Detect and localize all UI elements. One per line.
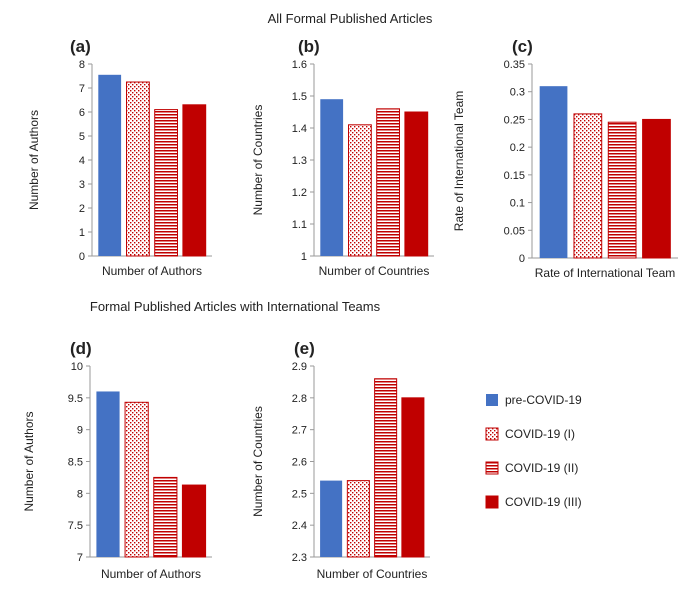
chart-panel-1: (a) 0 1 2 3 4 5 6 7 8 Number of Authors Number of A… [27, 37, 212, 278]
bar-covid-19-ii [607, 121, 637, 259]
legend-item: COVID-19 (II) [485, 461, 578, 475]
y-axis-label: Number of Countries [251, 406, 265, 517]
chart-panel-3: (c) 0 0.05 0.1 0.15 0.2 0.25 0.3 0.35 Rate of Int… [452, 37, 678, 280]
panel-letter: (c) [512, 37, 533, 56]
y-tick-label: 8 [79, 59, 85, 71]
bar-covid-19-i [573, 113, 603, 259]
y-tick-label: 3 [79, 179, 85, 191]
bottom-section-title: Formal Published Articles with Internati… [90, 299, 381, 314]
legend-swatch [485, 427, 499, 441]
y-tick-label: 7.5 [68, 520, 83, 532]
legend-swatch [486, 394, 498, 406]
y-tick-label: 2.4 [292, 520, 307, 532]
y-tick-label: 1.6 [292, 59, 307, 71]
bar-pre-covid-19 [96, 391, 120, 557]
y-tick-label: 4 [79, 155, 85, 167]
y-tick-label: 1.1 [292, 219, 307, 231]
chart-panel-5: (e) 2.3 2.4 2.5 2.6 2.7 2.8 2.9 Number of Countr… [251, 339, 430, 581]
legend-swatch [485, 495, 499, 509]
y-tick-label: 9.5 [68, 393, 83, 405]
bar-covid-19-i [126, 81, 150, 257]
y-tick-label: 7 [77, 552, 83, 564]
y-tick-label: 0 [79, 251, 85, 263]
y-tick-label: 0.05 [504, 225, 525, 237]
y-tick-label: 0.25 [504, 114, 525, 126]
y-tick-label: 1 [79, 227, 85, 239]
y-tick-label: 0.3 [510, 87, 525, 99]
legend-label: COVID-19 (II) [505, 461, 578, 475]
bar-covid-19-ii [376, 108, 401, 257]
bar-covid-19-ii [374, 378, 398, 558]
y-tick-label: 2.7 [292, 425, 307, 437]
bar-covid-19-iii [404, 111, 429, 257]
y-tick-label: 2.3 [292, 552, 307, 564]
x-axis-label: Number of Authors [101, 567, 201, 581]
y-tick-label: 7 [79, 83, 85, 95]
y-tick-label: 1 [301, 251, 307, 263]
y-tick-label: 2.6 [292, 457, 307, 469]
bar-covid-19-ii [154, 109, 178, 257]
bar-covid-19-iii [182, 104, 207, 257]
y-tick-label: 9 [77, 425, 83, 437]
panel-letter: (e) [294, 339, 315, 358]
y-tick-label: 1.4 [292, 123, 307, 135]
y-tick-label: 10 [71, 361, 83, 373]
chart-panels: (a) 0 1 2 3 4 5 6 7 8 Number of Authors Number of A… [22, 37, 678, 581]
bar-covid-19-iii [401, 397, 425, 558]
legend-label: COVID-19 (I) [505, 427, 575, 441]
y-tick-label: 2.5 [292, 488, 307, 500]
legend-swatch [485, 461, 499, 475]
bar-covid-19-i [346, 480, 370, 558]
bar-pre-covid-19 [320, 99, 344, 256]
bar-covid-19-iii [181, 484, 207, 558]
y-tick-label: 2.8 [292, 393, 307, 405]
panel-letter: (a) [70, 37, 91, 56]
chart-panel-4: (d) 7 7.5 8 8.5 9 9.5 10 Number of Authors Number… [22, 339, 212, 581]
y-axis-label: Number of Authors [22, 411, 36, 511]
y-tick-label: 8.5 [68, 457, 83, 469]
y-tick-label: 8 [77, 488, 83, 500]
chart-panel-2: (b) 1 1.1 1.2 1.3 1.4 1.5 1.6 Number of Countrie… [251, 37, 434, 278]
y-tick-label: 1.5 [292, 91, 307, 103]
top-section-title: All Formal Published Articles [268, 11, 433, 26]
y-tick-label: 0.15 [504, 170, 525, 182]
y-tick-label: 2.9 [292, 361, 307, 373]
y-tick-label: 0 [519, 253, 525, 265]
legend-item: COVID-19 (I) [485, 427, 575, 441]
legend-item: COVID-19 (III) [485, 495, 582, 509]
panel-letter: (d) [70, 339, 92, 358]
legend-label: pre-COVID-19 [505, 393, 582, 407]
y-tick-label: 1.2 [292, 187, 307, 199]
y-tick-label: 0.35 [504, 59, 525, 71]
legend-label: COVID-19 (III) [505, 495, 582, 509]
x-axis-label: Number of Countries [317, 567, 428, 581]
bar-covid-19-i [348, 124, 372, 257]
y-tick-label: 6 [79, 107, 85, 119]
y-tick-label: 2 [79, 203, 85, 215]
x-axis-label: Number of Authors [102, 264, 202, 278]
bar-covid-19-iii [642, 118, 671, 259]
bar-pre-covid-19 [539, 86, 568, 259]
y-axis-label: Number of Authors [27, 110, 41, 210]
y-tick-label: 1.3 [292, 155, 307, 167]
chart-legend: pre-COVID-19 COVID-19 (I) COVID-19 (II) COV… [485, 393, 582, 509]
y-tick-label: 0.2 [510, 142, 525, 154]
x-axis-label: Number of Countries [319, 264, 430, 278]
legend-item: pre-COVID-19 [486, 393, 582, 407]
y-tick-label: 5 [79, 131, 85, 143]
bar-pre-covid-19 [98, 74, 122, 256]
y-tick-label: 0.1 [510, 198, 525, 210]
y-axis-label: Rate of International Team [452, 91, 466, 232]
bar-pre-covid-19 [320, 480, 343, 557]
bar-covid-19-i [124, 401, 149, 558]
y-axis-label: Number of Countries [251, 105, 265, 216]
x-axis-label: Rate of International Team [535, 266, 676, 280]
bar-covid-19-ii [153, 476, 178, 558]
panel-letter: (b) [298, 37, 320, 56]
